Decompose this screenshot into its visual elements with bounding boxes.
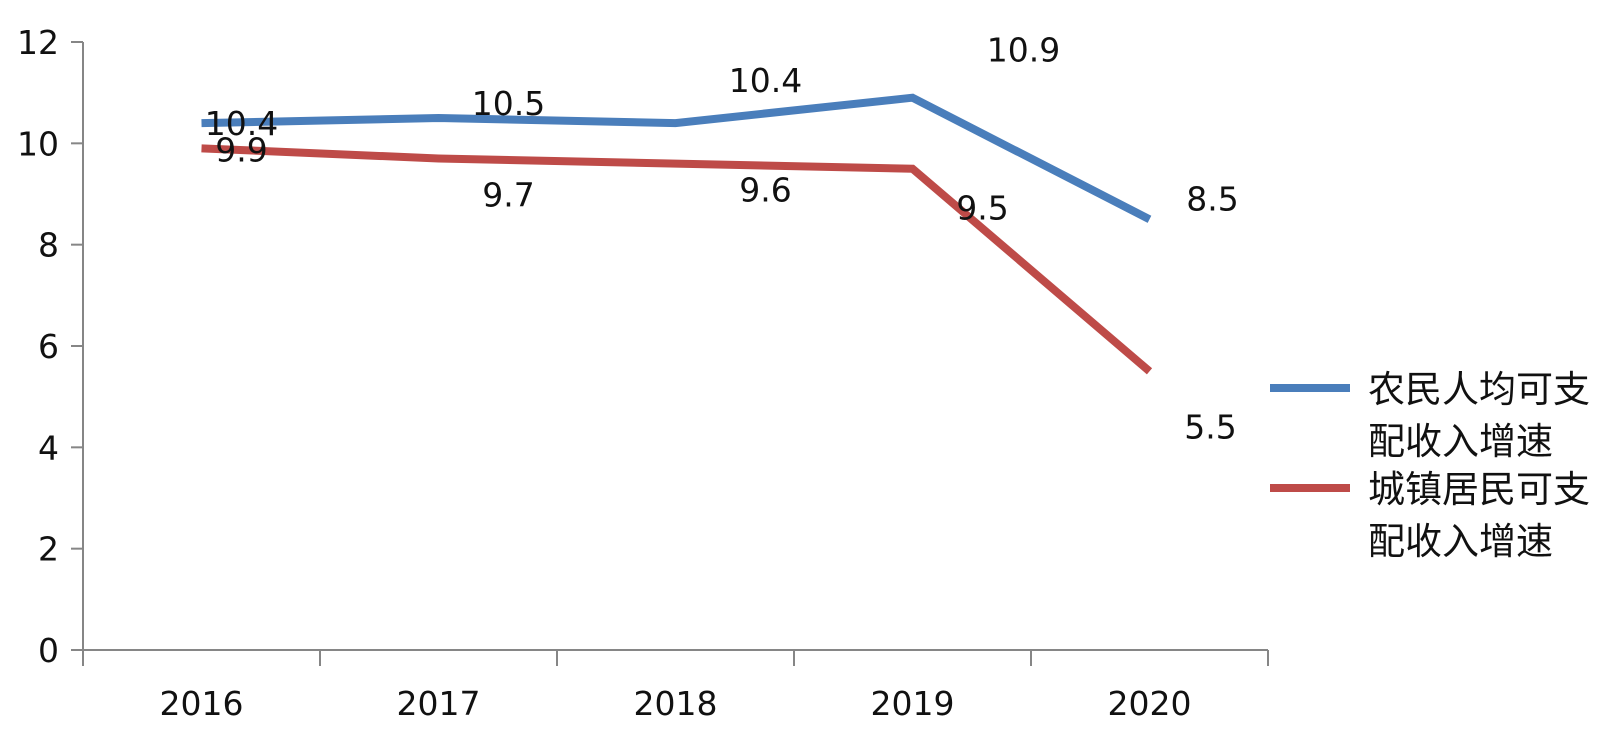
series-line-2 [201,144,1153,375]
x-tick-label: 2016 [160,684,244,723]
x-tick-label: 2018 [634,684,718,723]
data-label: 10.5 [472,84,545,123]
x-tick-label: 2020 [1108,684,1192,723]
data-label: 5.5 [1184,407,1236,446]
legend-label: 城镇居民可支 [1368,468,1590,511]
y-tick-label: 10 [17,124,59,163]
data-label: 10.4 [205,104,278,143]
series-line-1 [201,93,1152,223]
data-labels: 10.4 10.5 10.4 10.9 8.5 9.9 9.7 9.6 9.5 5.5 [205,31,1239,447]
data-label: 10.9 [987,31,1060,70]
legend-label: 农民人均可支 [1368,368,1590,411]
data-label: 10.4 [729,61,802,100]
data-label: 9.6 [739,171,791,210]
y-tick-label: 8 [38,226,59,265]
data-label: 9.9 [215,130,267,169]
legend-label: 配收入增速 [1368,420,1553,463]
y-tick-label: 4 [38,428,59,467]
legend-label: 配收入增速 [1368,520,1553,563]
y-tick-label: 2 [38,530,59,569]
y-tick-label: 6 [38,327,59,366]
data-label: 8.5 [1186,179,1238,218]
data-label: 9.5 [956,189,1008,228]
x-tick-label: 2019 [871,684,955,723]
data-label: 9.7 [482,176,534,215]
series-lines [201,93,1153,375]
x-tick-label: 2017 [397,684,481,723]
axes: 0 2 4 6 8 10 12 2016 2017 2018 2019 2020 [17,23,1269,723]
y-tick-label: 12 [17,23,59,62]
y-tick-label: 0 [38,631,59,670]
